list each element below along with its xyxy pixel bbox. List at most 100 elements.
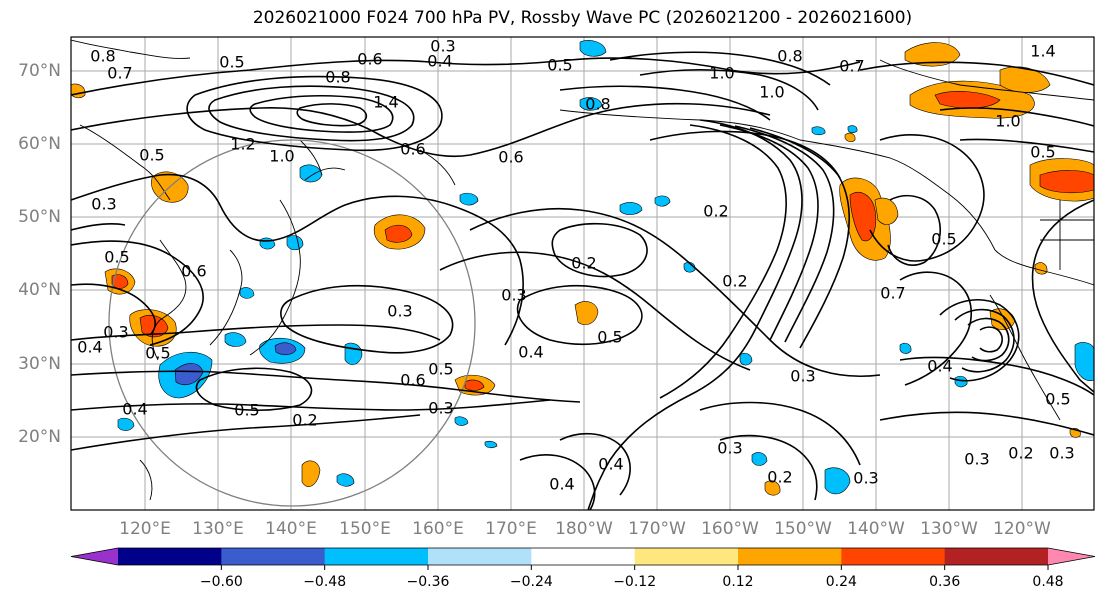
lon-label: 160°E bbox=[412, 519, 464, 539]
contour-label: 1.4 bbox=[373, 93, 398, 112]
contour-label: 0.5 bbox=[145, 344, 170, 363]
contour-label: 0.3 bbox=[91, 195, 116, 214]
contour-label: 0.6 bbox=[357, 50, 382, 69]
contour-label: 0.6 bbox=[498, 148, 523, 167]
region-circle bbox=[108, 139, 476, 507]
contour-label: 0.4 bbox=[427, 52, 452, 71]
contour-label: 0.5 bbox=[1045, 390, 1070, 409]
lon-label: 150°W bbox=[774, 519, 832, 539]
contour-label: 0.5 bbox=[547, 56, 572, 75]
contour-label: 0.3 bbox=[428, 399, 453, 418]
contour-label: 0.8 bbox=[325, 68, 350, 87]
lat-label: 20°N bbox=[18, 427, 61, 447]
contour-label: 0.4 bbox=[77, 338, 102, 357]
contour-label: 0.4 bbox=[927, 357, 952, 376]
lon-label: 180°W bbox=[555, 519, 613, 539]
lon-label: 130°E bbox=[192, 519, 244, 539]
colorbar-segment bbox=[531, 548, 636, 565]
lat-label: 70°N bbox=[18, 61, 61, 81]
contour-label: 0.2 bbox=[292, 411, 317, 430]
contour-label: 0.3 bbox=[103, 323, 128, 342]
coastlines bbox=[71, 39, 1094, 501]
contour-label: 0.3 bbox=[430, 37, 455, 56]
contour-label: 1.4 bbox=[1030, 42, 1055, 61]
contour-label: 0.4 bbox=[122, 400, 147, 419]
colorbar-tick-label: 0.48 bbox=[1032, 574, 1063, 590]
colorbar-tick-label: 0.24 bbox=[826, 574, 857, 590]
colorbar-extend-low bbox=[71, 548, 118, 565]
colorbar-segment bbox=[841, 548, 946, 565]
contour-label: 0.5 bbox=[597, 328, 622, 347]
longitude-labels: 120°E 130°E 140°E 150°E 160°E 170°E 180°… bbox=[119, 519, 1051, 539]
lon-label: 140°E bbox=[265, 519, 317, 539]
map-title: 2026021000 F024 700 hPa PV, Rossby Wave … bbox=[252, 8, 913, 28]
contour-label: 0.5 bbox=[234, 401, 259, 420]
contour-label: 0.2 bbox=[1008, 444, 1033, 463]
latitude-labels: 70°N 60°N 50°N 40°N 30°N 20°N bbox=[18, 61, 61, 447]
colorbar-tick-label: 0.12 bbox=[722, 574, 753, 590]
contour-label: 0.5 bbox=[139, 146, 164, 165]
lon-label: 120°W bbox=[993, 519, 1051, 539]
lon-label: 130°W bbox=[920, 519, 978, 539]
contour-label: 0.7 bbox=[839, 57, 864, 76]
colorbar-segment bbox=[634, 548, 739, 565]
colorbar-tick-label: 0.36 bbox=[929, 574, 960, 590]
colorbar-tick-label: −0.12 bbox=[613, 574, 656, 590]
lat-label: 30°N bbox=[18, 354, 61, 374]
contour-label: 0.6 bbox=[400, 371, 425, 390]
colorbar-segment bbox=[944, 548, 1049, 565]
contour-label: 0.7 bbox=[107, 64, 132, 83]
contour-label: 1.0 bbox=[269, 147, 294, 166]
contour-label: 0.4 bbox=[598, 455, 623, 474]
contour-label: 0.6 bbox=[181, 262, 206, 281]
lon-label: 120°E bbox=[119, 519, 171, 539]
contour-label: 0.5 bbox=[1030, 143, 1055, 162]
contour-label: 0.5 bbox=[104, 248, 129, 267]
contour-label: 0.2 bbox=[703, 202, 728, 221]
colorbar-segment bbox=[738, 548, 842, 565]
colorbar-segment bbox=[221, 548, 326, 565]
lat-label: 50°N bbox=[18, 207, 61, 227]
lon-label: 150°E bbox=[339, 519, 391, 539]
contour-label: 1.2 bbox=[230, 135, 255, 154]
colorbar-segment bbox=[324, 548, 429, 565]
colorbar-tick-label: −0.60 bbox=[200, 574, 243, 590]
contour-label: 0.2 bbox=[722, 272, 747, 291]
colorbar-tick-label: −0.24 bbox=[510, 574, 553, 590]
contour-label: 1.0 bbox=[995, 112, 1020, 131]
contour-label: 1.0 bbox=[759, 83, 784, 102]
contour-label: 0.2 bbox=[767, 468, 792, 487]
colorbar-segment bbox=[428, 548, 532, 565]
lat-label: 60°N bbox=[18, 134, 61, 154]
colorbar-tick-label: −0.36 bbox=[407, 574, 450, 590]
contour-label: 0.5 bbox=[931, 230, 956, 249]
lon-label: 170°W bbox=[628, 519, 686, 539]
contour-label: 1.0 bbox=[709, 64, 734, 83]
pv-contour-lines bbox=[71, 51, 1094, 510]
contour-label: 0.3 bbox=[790, 367, 815, 386]
contour-label: 0.3 bbox=[1049, 444, 1074, 463]
contour-label: 0.8 bbox=[585, 95, 610, 114]
map-frame bbox=[70, 36, 1095, 511]
contour-label: 0.2 bbox=[571, 254, 596, 273]
contour-label: 0.5 bbox=[428, 360, 453, 379]
colorbar-tick-label: −0.48 bbox=[303, 574, 346, 590]
contour-label: 0.8 bbox=[777, 47, 802, 66]
lat-label: 40°N bbox=[18, 280, 61, 300]
colorbar-segment bbox=[118, 548, 222, 565]
lon-label: 140°W bbox=[847, 519, 905, 539]
contour-label: 0.7 bbox=[880, 284, 905, 303]
pv-anomaly-fills bbox=[71, 40, 1094, 496]
colorbar: −0.60 −0.48 −0.36 −0.24 −0.12 0.12 0.24 0.36 0.4… bbox=[70, 547, 1096, 590]
contour-label: 0.4 bbox=[518, 343, 543, 362]
contour-labels: 0.8 0.7 0.5 0.6 0.4 0.3 0.8 1.4 1.2 1.0 … bbox=[77, 37, 1074, 494]
contour-label: 0.4 bbox=[549, 475, 574, 494]
contour-label: 0.8 bbox=[90, 47, 115, 66]
lon-label: 160°W bbox=[701, 519, 759, 539]
contour-label: 0.6 bbox=[400, 140, 425, 159]
contour-label: 0.5 bbox=[219, 53, 244, 72]
contour-label: 0.3 bbox=[853, 469, 878, 488]
contour-label: 0.3 bbox=[501, 286, 526, 305]
contour-label: 0.3 bbox=[964, 450, 989, 469]
